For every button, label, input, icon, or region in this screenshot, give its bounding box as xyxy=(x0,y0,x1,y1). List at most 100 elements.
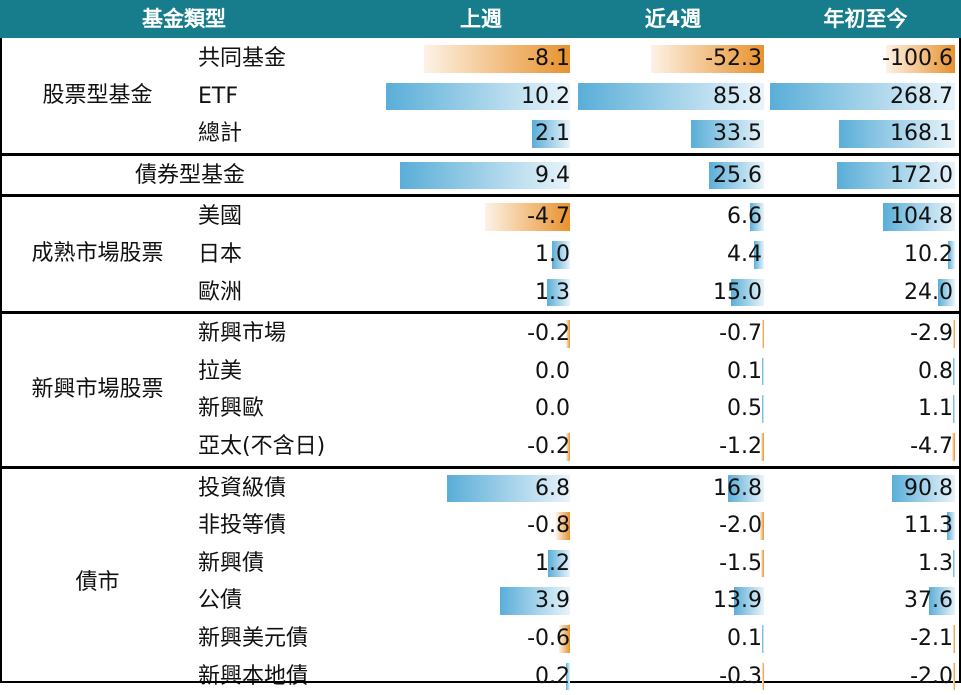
row-label: 新興市場 xyxy=(198,321,287,347)
data-value: -2.0 xyxy=(719,513,762,539)
row-label: 美國 xyxy=(198,204,243,230)
row-label: 公債 xyxy=(198,588,243,614)
header-fund-type: 基金類型 xyxy=(0,0,380,38)
data-bar xyxy=(532,120,570,148)
data-value: 0.1 xyxy=(727,358,762,384)
data-bar xyxy=(566,433,570,461)
data-bar xyxy=(762,395,764,423)
data-value: -0.2 xyxy=(527,434,570,459)
data-bar xyxy=(650,45,764,73)
data-value: 1.2 xyxy=(535,550,570,576)
data-bar xyxy=(499,587,570,615)
row-label: 非投等債 xyxy=(198,513,287,539)
data-value: -0.7 xyxy=(719,321,762,347)
data-bar xyxy=(836,161,955,190)
group-separator xyxy=(0,152,961,156)
data-value: 6.8 xyxy=(535,475,570,501)
row-label: 日本 xyxy=(198,242,243,267)
data-value: 15.0 xyxy=(713,279,762,305)
data-value: 0.0 xyxy=(535,358,570,384)
data-value: -4.7 xyxy=(527,204,570,230)
group-label: 債券型基金 xyxy=(134,162,245,188)
header-period-2: 近4週 xyxy=(578,0,768,38)
row-label: 總計 xyxy=(198,121,243,147)
data-bar xyxy=(953,357,955,386)
frame-left xyxy=(0,38,2,683)
data-bar xyxy=(951,433,955,461)
data-bar xyxy=(485,203,570,231)
data-bar xyxy=(546,278,570,307)
row-label: 拉美 xyxy=(198,358,243,384)
data-value: 6.6 xyxy=(727,204,762,230)
data-bar xyxy=(953,662,955,691)
data-bar xyxy=(691,120,764,148)
data-value: 1.3 xyxy=(918,550,953,576)
data-value: -2.1 xyxy=(910,626,953,651)
data-bar xyxy=(559,625,570,653)
data-value: 4.4 xyxy=(727,242,762,267)
data-value: 25.6 xyxy=(713,162,762,188)
data-bar xyxy=(882,203,955,231)
data-value: 0.8 xyxy=(918,358,953,384)
data-bar xyxy=(760,549,764,578)
data-value: -8.1 xyxy=(527,46,570,71)
data-bar xyxy=(762,625,764,653)
data-bar xyxy=(929,587,955,615)
data-value: 168.1 xyxy=(890,121,953,147)
data-bar xyxy=(733,587,764,615)
data-value: -1.5 xyxy=(719,550,762,576)
row-label: 新興美元債 xyxy=(198,626,309,651)
data-value: 16.8 xyxy=(713,475,762,501)
data-value: 1.3 xyxy=(535,279,570,305)
data-bar xyxy=(762,662,764,691)
data-value: 85.8 xyxy=(713,83,762,109)
group-separator xyxy=(0,465,961,469)
header-period-3: 年初至今 xyxy=(770,0,961,38)
header-period-1: 上週 xyxy=(386,0,576,38)
data-value: -0.3 xyxy=(719,663,762,689)
data-value: 33.5 xyxy=(713,121,762,147)
data-bar xyxy=(892,474,955,503)
group-label: 股票型基金 xyxy=(42,83,153,108)
data-bar xyxy=(566,662,570,691)
data-value: 1.1 xyxy=(918,396,953,422)
data-bar xyxy=(566,320,570,348)
data-bar xyxy=(386,82,570,111)
data-value: -100.6 xyxy=(882,46,953,71)
data-value: -2.9 xyxy=(910,321,953,347)
row-label: 投資級債 xyxy=(198,475,287,501)
data-value: -52.3 xyxy=(705,46,762,71)
frame-bottom xyxy=(0,681,961,683)
data-bar xyxy=(953,549,955,578)
data-value: 9.4 xyxy=(535,162,570,188)
data-value: 37.6 xyxy=(904,588,953,614)
data-bar xyxy=(762,357,764,386)
data-bar xyxy=(555,512,570,540)
group-separator xyxy=(0,194,961,198)
data-value: 10.2 xyxy=(904,242,953,267)
data-bar xyxy=(548,549,570,578)
data-value: 11.3 xyxy=(904,513,953,539)
group-label: 新興市場股票 xyxy=(31,377,164,403)
row-label: 新興債 xyxy=(198,550,265,576)
data-bar xyxy=(770,82,955,111)
data-bar xyxy=(947,512,955,540)
data-value: 268.7 xyxy=(890,83,953,109)
data-value: 0.2 xyxy=(535,663,570,689)
data-bar xyxy=(423,45,570,73)
row-label: 亞太(不含日) xyxy=(198,434,326,459)
data-value: -0.2 xyxy=(527,321,570,347)
data-bar xyxy=(731,278,764,307)
data-bar xyxy=(759,512,764,540)
data-value: -4.7 xyxy=(910,434,953,459)
data-value: -1.2 xyxy=(719,434,762,459)
data-value: 2.1 xyxy=(535,121,570,147)
data-value: 10.2 xyxy=(521,83,570,109)
data-value: -2.0 xyxy=(910,663,953,689)
data-bar xyxy=(839,120,955,148)
data-bar xyxy=(551,241,570,269)
data-bar xyxy=(708,161,764,190)
data-value: 0.5 xyxy=(727,396,762,422)
data-value: 0.0 xyxy=(535,396,570,422)
